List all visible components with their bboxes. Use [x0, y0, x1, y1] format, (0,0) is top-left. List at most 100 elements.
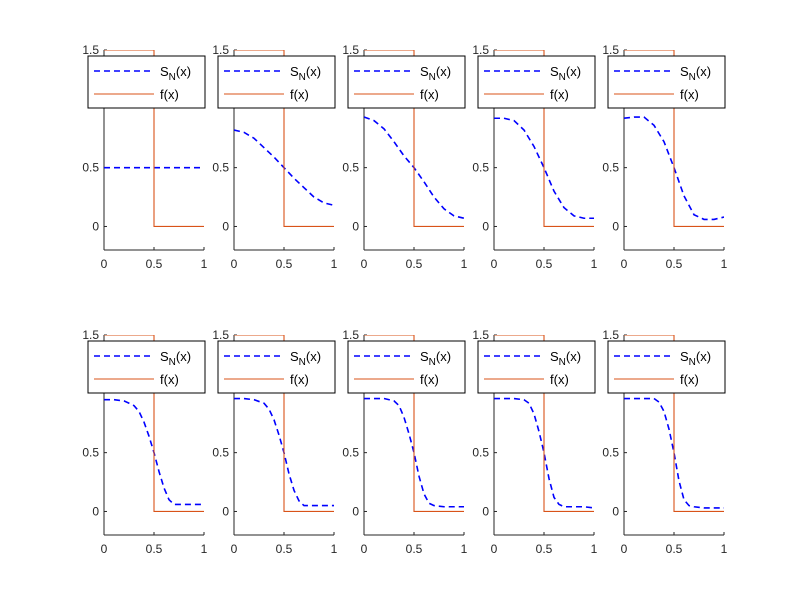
series-f-line: [494, 335, 594, 513]
y-tick-label: 1.5: [82, 43, 99, 57]
legend-sn-label: SN(x): [420, 64, 451, 83]
legend-label-main: f(x): [420, 87, 439, 102]
legend-label-main: f(x): [290, 372, 309, 387]
y-tick-label: 0: [352, 504, 359, 518]
legend-box: [217, 55, 336, 109]
x-tick-label: 0.5: [276, 257, 293, 271]
legend-label-tail: (x): [566, 64, 581, 79]
legend-label-main: S: [420, 349, 429, 364]
series-f-line: [234, 50, 334, 228]
y-tick-label: 0.5: [212, 161, 229, 175]
y-tick-label: 0.5: [212, 446, 229, 460]
series-sn-line: [494, 397, 594, 509]
series-sn-line: [364, 397, 464, 508]
legend: SN(x) f(x): [477, 340, 596, 394]
legend-label-main: S: [290, 349, 299, 364]
x-tick-label: 0: [231, 542, 238, 556]
x-tick-label: 0.5: [146, 257, 163, 271]
x-tick-label: 1: [331, 542, 338, 556]
legend-f-label: f(x): [680, 372, 699, 387]
legend-sn-label: SN(x): [160, 64, 191, 83]
series-sn-line: [624, 397, 724, 509]
legend-label-main: f(x): [550, 87, 569, 102]
series-f-line: [104, 50, 204, 228]
y-tick-label: 1.5: [602, 328, 619, 342]
legend-label-main: S: [420, 64, 429, 79]
legend-label-subscript: N: [429, 357, 436, 368]
legend-label-main: S: [160, 349, 169, 364]
legend-f-label: f(x): [290, 372, 309, 387]
y-tick-label: 0: [352, 219, 359, 233]
subplot-grid: 0 0.5 100.51.5SN(x)f(x)0 0.5 100.51.5SN(x)f(…: [82, 43, 727, 556]
subplot-panel-7: 0 0.5 1 0 0.5 1.5 SN(x) f(x): [212, 328, 337, 556]
legend-sn-label: SN(x): [420, 349, 451, 368]
legend-f-label: f(x): [550, 372, 569, 387]
legend-label-subscript: N: [559, 357, 566, 368]
legend-sn-label: SN(x): [680, 349, 711, 368]
legend: SN(x) f(x): [217, 340, 336, 394]
legend-label-main: S: [160, 64, 169, 79]
legend-f-label: f(x): [160, 372, 179, 387]
x-tick-label: 0.5: [536, 542, 553, 556]
legend-label-tail: (x): [696, 64, 711, 79]
legend-label-main: S: [680, 349, 689, 364]
legend-label-tail: (x): [696, 349, 711, 364]
legend-label-main: f(x): [160, 372, 179, 387]
x-tick-label: 0.5: [536, 257, 553, 271]
x-tick-label: 1: [591, 257, 598, 271]
y-tick-label: 1.5: [472, 328, 489, 342]
legend-f-label: f(x): [420, 87, 439, 102]
x-tick-label: 0.5: [666, 542, 683, 556]
legend-label-subscript: N: [299, 357, 306, 368]
legend-label-tail: (x): [436, 64, 451, 79]
legend: SN(x) f(x): [347, 55, 466, 109]
legend-sn-label: SN(x): [160, 349, 191, 368]
legend-label-main: f(x): [550, 372, 569, 387]
y-tick-label: 0.5: [82, 446, 99, 460]
legend-label-subscript: N: [299, 72, 306, 83]
legend: SN(x) f(x): [87, 55, 206, 109]
legend-label-tail: (x): [176, 64, 191, 79]
legend-label-main: S: [290, 64, 299, 79]
y-tick-label: 1.5: [82, 328, 99, 342]
legend-sn-label: SN(x): [550, 349, 581, 368]
y-tick-label: 1.5: [472, 43, 489, 57]
x-tick-label: 1: [201, 257, 208, 271]
legend-label-subscript: N: [689, 72, 696, 83]
subplot-panel-6: 0 0.5 1 0 0.5 1.5 SN(x) f(x): [82, 328, 207, 556]
y-tick-label: 1.5: [342, 328, 359, 342]
legend-sn-label: SN(x): [680, 64, 711, 83]
legend: SN(x) f(x): [347, 340, 466, 394]
legend-box: [477, 55, 596, 109]
legend: SN(x) f(x): [607, 340, 726, 394]
x-tick-label: 0: [231, 257, 238, 271]
x-tick-label: 0: [101, 542, 108, 556]
subplot-panel-2: 0 0.5 1 0 0.5 1.5 SN(x) f(x): [212, 43, 337, 271]
legend-box: [347, 340, 466, 394]
series-f-line: [104, 335, 204, 513]
y-tick-label: 1.5: [602, 43, 619, 57]
x-tick-label: 0: [621, 542, 628, 556]
x-tick-label: 1: [721, 257, 728, 271]
series-f-line: [494, 50, 594, 228]
legend-box: [87, 340, 206, 394]
legend-label-main: S: [550, 349, 559, 364]
x-tick-label: 0: [491, 542, 498, 556]
legend-box: [477, 340, 596, 394]
x-tick-label: 0.5: [146, 542, 163, 556]
legend-box: [607, 55, 726, 109]
y-tick-label: 0.5: [342, 161, 359, 175]
legend-label-tail: (x): [436, 349, 451, 364]
y-tick-label: 0: [222, 504, 229, 518]
series-f-line: [624, 335, 724, 513]
x-tick-label: 1: [461, 542, 468, 556]
y-tick-label: 0: [482, 504, 489, 518]
legend: SN(x) f(x): [217, 55, 336, 109]
legend-label-subscript: N: [689, 357, 696, 368]
legend-box: [347, 55, 466, 109]
legend-sn-label: SN(x): [290, 349, 321, 368]
legend-box: [87, 55, 206, 109]
legend-label-main: f(x): [680, 87, 699, 102]
x-tick-label: 0.5: [406, 257, 423, 271]
